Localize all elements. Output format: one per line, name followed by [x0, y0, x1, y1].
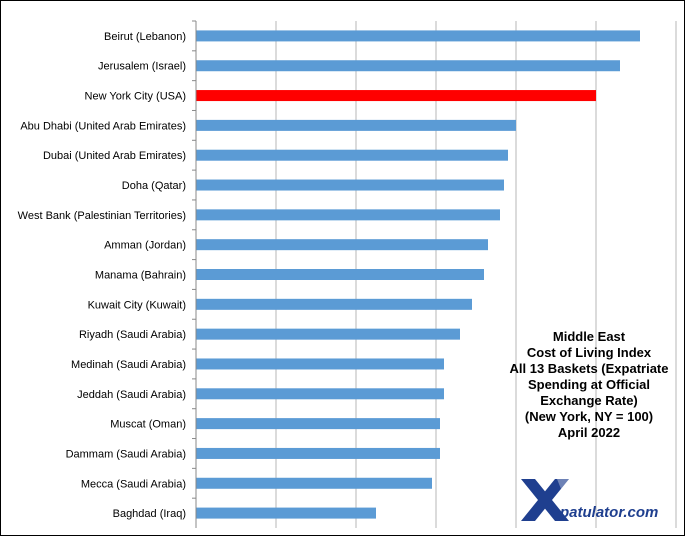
bar-amman-jordan: [196, 239, 488, 251]
category-label: Abu Dhabi (United Arab Emirates): [20, 120, 186, 132]
x-logo-icon: [521, 479, 569, 521]
bar-doha-qatar: [196, 179, 504, 191]
bar-west-bank-palestinian-territories: [196, 209, 500, 221]
bar-manama-bahrain: [196, 269, 484, 280]
bar-new-york-city-usa: [196, 90, 596, 102]
category-label: Jerusalem (Israel): [98, 61, 186, 73]
bar-mecca-saudi-arabia: [196, 477, 432, 489]
bar-abu-dhabi-united-arab-emirates: [196, 119, 516, 131]
title-line: Spending at Official: [527, 377, 651, 392]
bar-beirut-lebanon: [196, 30, 640, 42]
category-label: Amman (Jordan): [104, 240, 186, 252]
title-line: Exchange Rate): [540, 393, 638, 408]
bar-muscat-oman: [196, 418, 440, 430]
title-line: Cost of Living Index: [526, 345, 652, 360]
bar-baghdad-iraq: [196, 507, 376, 519]
title-line: (New York, NY = 100): [524, 409, 654, 424]
category-label: Muscat (Oman): [110, 419, 186, 431]
category-label: New York City (USA): [85, 91, 186, 103]
category-label: West Bank (Palestinian Territories): [18, 210, 186, 222]
chart-title: Middle East Cost of Living Index All 13 …: [494, 329, 684, 441]
category-label: Baghdad (Iraq): [113, 508, 186, 520]
category-label: Mecca (Saudi Arabia): [81, 478, 186, 490]
category-label: Medinah (Saudi Arabia): [71, 359, 186, 371]
bar-kuwait-city-kuwait: [196, 298, 472, 310]
bar-dubai-united-arab-emirates: [196, 149, 508, 161]
category-label: Riyadh (Saudi Arabia): [79, 329, 186, 341]
bar-dammam-saudi-arabia: [196, 447, 440, 459]
title-line: Middle East: [552, 329, 626, 344]
title-line: April 2022: [557, 425, 621, 440]
category-label: Manama (Bahrain): [95, 270, 186, 282]
category-label: Dubai (United Arab Emirates): [43, 150, 186, 162]
bar-medinah-saudi-arabia: [196, 358, 444, 370]
category-label: Dammam (Saudi Arabia): [66, 448, 186, 460]
bar-jeddah-saudi-arabia: [196, 388, 444, 400]
category-label: Doha (Qatar): [122, 180, 186, 192]
logo-text: patulator.com: [560, 504, 659, 521]
bar-riyadh-saudi-arabia: [196, 328, 460, 340]
title-line: All 13 Baskets (Expatriate: [509, 361, 669, 376]
category-label: Beirut (Lebanon): [104, 31, 186, 43]
category-label: Kuwait City (Kuwait): [88, 299, 186, 311]
category-label: Jeddah (Saudi Arabia): [77, 389, 186, 401]
bar-jerusalem-israel: [196, 60, 620, 72]
xpatulator-logo: patulator.com: [513, 477, 663, 523]
